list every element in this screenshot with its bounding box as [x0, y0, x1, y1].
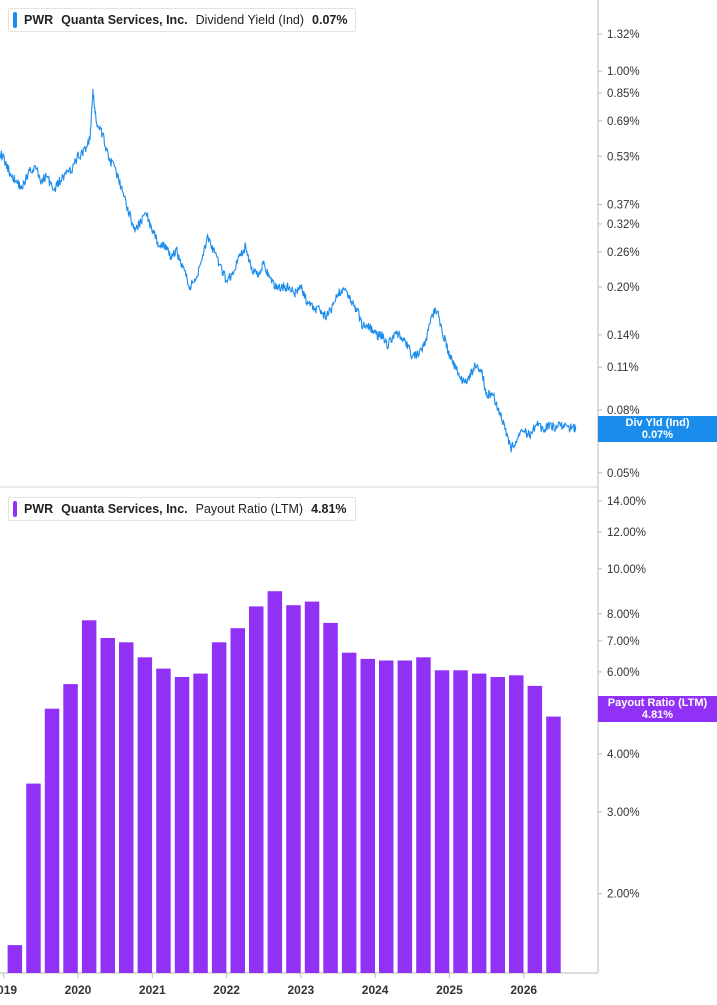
- bar-payout-ratio[interactable]: [397, 660, 413, 974]
- bar-payout-ratio[interactable]: [471, 673, 487, 973]
- bar-payout-ratio[interactable]: [137, 657, 153, 973]
- x-tick-label: 2022: [213, 983, 240, 997]
- bar-payout-ratio[interactable]: [453, 670, 468, 973]
- yield-legend-ticker: PWR: [24, 13, 54, 27]
- y-axis-ticks: 1.32% 1.00% 0.85% 0.69% 0.53% 0.37% 0.32% 0.26%…: [598, 29, 646, 901]
- x-tick-label: 2026: [510, 983, 537, 997]
- x-tick-label: 2024: [362, 983, 389, 997]
- payout-tick-label: 7.00%: [607, 636, 640, 648]
- yield-legend-swatch: [13, 12, 17, 28]
- bar-payout-ratio[interactable]: [490, 677, 506, 973]
- bar-payout-ratio[interactable]: [174, 677, 190, 973]
- yield-tick-label: 0.11%: [607, 362, 639, 374]
- payout-plot-area: [7, 591, 561, 974]
- yield-tick-label: 1.00%: [607, 66, 640, 78]
- bar-payout-ratio[interactable]: [527, 685, 543, 973]
- bar-payout-ratio[interactable]: [81, 620, 97, 973]
- bar-payout-ratio[interactable]: [156, 668, 171, 973]
- payout-legend[interactable]: PWR Quanta Services, Inc. Payout Ratio (…: [8, 497, 356, 521]
- bar-payout-ratio[interactable]: [230, 628, 246, 973]
- yield-tag-label: Div Yld (Ind): [625, 417, 690, 429]
- yield-tick-label: 0.20%: [607, 282, 640, 294]
- bar-payout-ratio[interactable]: [193, 673, 208, 973]
- x-tick-label: 2025: [436, 983, 463, 997]
- yield-tag-value: 0.07%: [641, 429, 674, 441]
- payout-legend-swatch: [13, 501, 17, 517]
- x-tick-label: 2023: [288, 983, 315, 997]
- bar-payout-ratio[interactable]: [304, 601, 320, 973]
- yield-tick-label: 0.53%: [607, 151, 640, 163]
- bar-payout-ratio[interactable]: [119, 642, 134, 973]
- payout-tick-label: 4.00%: [607, 749, 640, 761]
- x-tick-label: 2021: [139, 983, 166, 997]
- bar-payout-ratio[interactable]: [63, 684, 78, 973]
- yield-tick-label: 1.32%: [607, 29, 640, 41]
- payout-tick-label: 8.00%: [607, 609, 640, 621]
- payout-tag-label: Payout Ratio (LTM): [607, 697, 708, 709]
- yield-tick-label: 0.08%: [607, 405, 640, 417]
- payout-tick-label: 2.00%: [607, 889, 640, 901]
- yield-value-tag: Div Yld (Ind) 0.07%: [598, 416, 717, 442]
- yield-tick-label: 0.69%: [607, 116, 640, 128]
- bar-payout-ratio[interactable]: [267, 591, 283, 973]
- bar-payout-ratio[interactable]: [100, 638, 116, 973]
- series-line-dividend-yield[interactable]: [0, 88, 577, 453]
- bar-payout-ratio[interactable]: [249, 606, 264, 973]
- yield-tick-label: 0.14%: [607, 330, 640, 342]
- bar-payout-ratio[interactable]: [509, 675, 524, 973]
- payout-value-tag: Payout Ratio (LTM) 4.81%: [598, 696, 717, 722]
- bar-payout-ratio[interactable]: [546, 716, 561, 973]
- bar-payout-ratio[interactable]: [323, 622, 338, 973]
- x-axis-labels: 2019 2020 2021 2022 2023 2024 2025 2026: [0, 973, 537, 997]
- bar-payout-ratio[interactable]: [416, 657, 431, 973]
- payout-legend-company: Quanta Services, Inc.: [61, 502, 188, 516]
- payout-legend-value: 4.81%: [311, 502, 347, 516]
- yield-legend-value: 0.07%: [312, 13, 348, 27]
- bar-payout-ratio[interactable]: [44, 708, 60, 973]
- payout-tick-label: 10.00%: [607, 564, 646, 576]
- payout-tick-label: 14.00%: [607, 496, 646, 508]
- payout-legend-ticker: PWR: [24, 502, 54, 516]
- bar-payout-ratio[interactable]: [211, 642, 227, 973]
- payout-tick-label: 3.00%: [607, 807, 640, 819]
- x-tick-label: 2020: [65, 983, 92, 997]
- bar-payout-ratio[interactable]: [7, 945, 23, 973]
- yield-legend[interactable]: PWR Quanta Services, Inc. Dividend Yield…: [8, 8, 357, 32]
- bar-payout-ratio[interactable]: [286, 605, 301, 973]
- bar-payout-ratio[interactable]: [341, 652, 357, 973]
- bar-payout-ratio[interactable]: [26, 783, 41, 973]
- yield-tick-label: 0.26%: [607, 247, 640, 259]
- yield-legend-company: Quanta Services, Inc.: [61, 13, 188, 27]
- bar-payout-ratio[interactable]: [434, 670, 450, 973]
- x-tick-label: 2019: [0, 983, 17, 997]
- yield-tick-label: 0.32%: [607, 219, 640, 231]
- yield-tick-label: 0.85%: [607, 88, 640, 100]
- bar-payout-ratio[interactable]: [379, 660, 394, 974]
- yield-plot-area: [0, 88, 577, 453]
- payout-tick-label: 6.00%: [607, 667, 640, 679]
- yield-legend-metric: Dividend Yield (Ind): [195, 13, 305, 27]
- yield-tick-label: 0.37%: [607, 199, 640, 211]
- payout-tag-value: 4.81%: [641, 709, 674, 721]
- payout-legend-metric: Payout Ratio (LTM): [195, 502, 304, 516]
- payout-tick-label: 12.00%: [607, 527, 646, 539]
- bar-payout-ratio[interactable]: [360, 658, 376, 973]
- yield-tick-label: 0.05%: [607, 468, 640, 480]
